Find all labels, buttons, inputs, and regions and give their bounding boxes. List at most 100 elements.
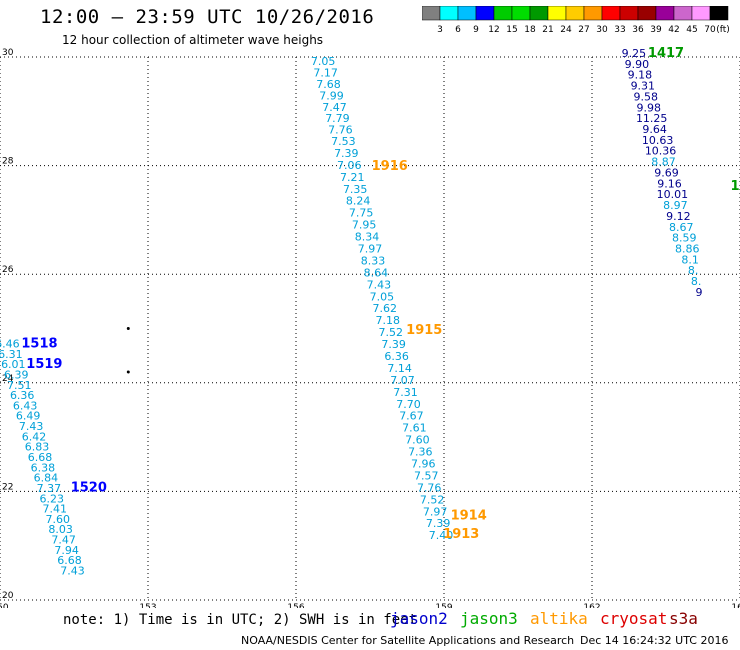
color-swatch <box>709 6 729 21</box>
wave-height-value: 7.05 <box>370 290 395 303</box>
x-tick-label: 156 <box>287 603 304 608</box>
wave-height-value: 8.24 <box>346 195 371 208</box>
altimeter-map[interactable]: 1501531561591621653028262422207.057.177.… <box>0 0 740 608</box>
wave-height-value: 8.03 <box>48 523 73 536</box>
wave-height-value: 7.96 <box>411 458 436 471</box>
wave-height-value: 6.84 <box>34 472 59 485</box>
wave-height-value: 9.69 <box>654 166 679 179</box>
wave-height-value: 7.57 <box>414 469 439 482</box>
wave-height-value: 8.97 <box>663 199 688 212</box>
color-legend-label: 6 <box>455 25 461 35</box>
wave-height-value: 7.52 <box>420 493 445 506</box>
wave-height-value: 11.25 <box>636 112 668 125</box>
track-1417-mixed: 8.879.699.1610.018.979.128.678.598.868.1… <box>651 156 702 299</box>
time-label: 1913 <box>443 527 479 542</box>
page-title: 12:00 – 23:59 UTC 10/26/2016 <box>40 6 375 28</box>
color-legend-label: 39 <box>650 25 662 35</box>
wave-height-value: 7.67 <box>399 410 424 423</box>
y-tick-label: 22 <box>2 482 13 492</box>
wave-height-value: 7.35 <box>343 183 368 196</box>
y-tick-label: 24 <box>2 374 14 384</box>
wave-height-value: 6.68 <box>57 554 82 567</box>
wave-height-value: 9.58 <box>634 90 659 103</box>
time-label: 1916 <box>372 159 408 174</box>
wave-height-value: 7.36 <box>408 446 433 459</box>
wave-height-value: 6.68 <box>28 451 53 464</box>
color-legend-label: 18 <box>524 25 536 35</box>
grid <box>0 56 740 601</box>
x-tick-label: 162 <box>583 603 600 608</box>
wave-height-value: 7.97 <box>423 505 448 518</box>
map-dot <box>126 370 130 374</box>
wave-height-value: 9.18 <box>628 69 653 82</box>
wave-height-value: 6.39 <box>4 368 29 381</box>
wave-height-value: 7.43 <box>60 564 85 577</box>
wave-height-value: 6.38 <box>31 461 56 474</box>
x-tick-label: 153 <box>139 603 156 608</box>
wave-height-value: 6.31 <box>0 348 23 361</box>
wave-height-value: 7.99 <box>319 89 344 102</box>
wave-height-value: 7.53 <box>331 135 356 148</box>
wave-height-value: 7.79 <box>325 112 350 125</box>
wave-height-value: 7.43 <box>367 278 392 291</box>
wave-height-value: 6.43 <box>13 399 38 412</box>
wave-height-value: 7.05 <box>311 55 336 68</box>
y-tick-label: 20 <box>2 591 14 601</box>
wave-height-value: 9.16 <box>657 177 682 190</box>
time-label: 1519 <box>26 357 62 372</box>
wave-height-value: 7.51 <box>7 379 32 392</box>
color-legend-label: 33 <box>614 25 625 35</box>
wave-height-value: 10.63 <box>642 134 674 147</box>
wave-height-value: 7.62 <box>373 302 398 315</box>
y-tick-label: 28 <box>2 157 14 167</box>
wave-height-value: 8.1 <box>681 253 699 266</box>
wave-height-value: 7.61 <box>402 422 427 435</box>
wave-height-value: 7.07 <box>390 374 415 387</box>
wave-height-value: 9.25 <box>622 47 647 60</box>
credit-text: NOAA/NESDIS Center for Satellite Applica… <box>241 634 575 647</box>
wave-height-value: 8.87 <box>651 156 676 169</box>
wave-height-value: 7.95 <box>352 219 377 232</box>
wave-height-value: 9 <box>696 286 703 299</box>
page-subtitle: 12 hour collection of altimeter wave hei… <box>62 33 324 47</box>
color-legend-label: 42 <box>668 25 679 35</box>
wave-height-value: 7.60 <box>45 513 70 526</box>
satellite-cryosat: cryosat <box>600 609 668 628</box>
wave-height-value: 7.39 <box>426 517 451 530</box>
color-legend-label: 12 <box>488 25 499 35</box>
wave-height-value: 8.34 <box>355 231 380 244</box>
color-legend-label: 27 <box>578 25 589 35</box>
wave-height-value: 8.86 <box>675 242 700 255</box>
track-1518-1520: 6.466.316.016.397.516.366.436.497.436.42… <box>0 338 85 578</box>
y-tick-label: 26 <box>2 265 14 275</box>
color-legend-label: (ft) <box>716 25 730 35</box>
wave-height-value: 7.52 <box>378 326 403 339</box>
wave-height-value: 7.60 <box>405 434 430 447</box>
wave-height-value: 6.01 <box>1 358 26 371</box>
wave-height-value: 6.46 <box>0 338 20 351</box>
footer-note: note: 1) Time is in UTC; 2) SWH is in fe… <box>63 612 418 628</box>
wave-height-value: 7.40 <box>429 529 454 542</box>
wave-height-value: 7.76 <box>328 124 353 137</box>
x-tick-label: 165 <box>731 603 740 608</box>
color-legend-label: 24 <box>560 25 572 35</box>
wave-height-value: 9.98 <box>636 101 661 114</box>
map-dot <box>126 327 130 330</box>
wave-height-value: 6.42 <box>22 430 47 443</box>
wave-height-value: 7.37 <box>37 482 62 495</box>
wave-height-value: 7.39 <box>334 147 359 160</box>
wave-height-value: 7.76 <box>417 481 442 494</box>
wave-height-value: 7.47 <box>51 534 76 547</box>
wave-height-value: 9.90 <box>625 58 650 71</box>
time-label: 1915 <box>406 323 442 338</box>
x-tick-label: 159 <box>435 603 452 608</box>
wave-height-value: 8.33 <box>361 254 386 267</box>
wave-height-value: 6.23 <box>40 492 65 505</box>
wave-height-value: 8. <box>691 275 702 288</box>
wave-height-value: 7.97 <box>358 242 383 255</box>
wave-height-value: 7.68 <box>316 78 341 91</box>
color-legend: 3 6 9 12 15 18 21 24 27 30 33 36 39 42 45 70 (ft) <box>422 6 730 35</box>
wave-height-value: 8. <box>688 264 699 277</box>
color-legend-label: 30 <box>596 25 608 35</box>
color-legend-label: 36 <box>632 25 644 35</box>
